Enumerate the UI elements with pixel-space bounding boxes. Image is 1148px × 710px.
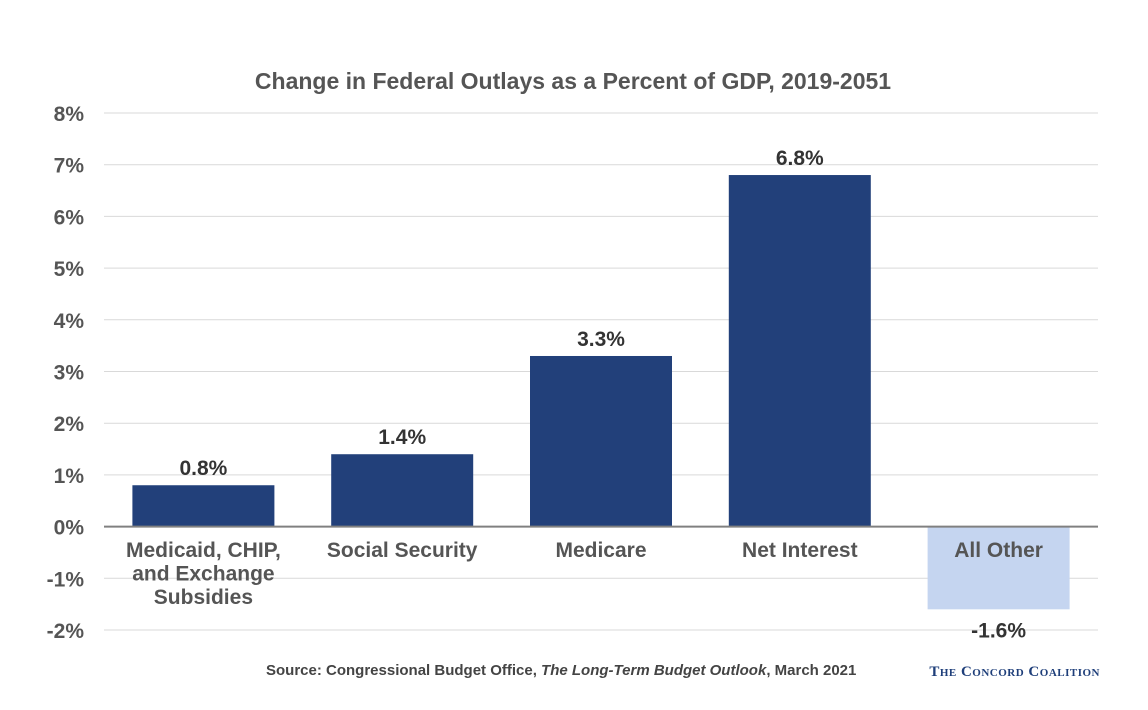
- source-note: Source: Congressional Budget Office, The…: [266, 662, 856, 679]
- y-tick-label: 1%: [54, 465, 85, 488]
- category-label: All Other: [954, 539, 1043, 562]
- bar: [132, 485, 275, 527]
- data-label: 1.4%: [378, 426, 426, 449]
- y-tick-label: 5%: [54, 258, 85, 281]
- data-labels: 0.8% 1.4% 3.3% 6.8% -1.6%: [179, 147, 1026, 642]
- y-tick-label: 0%: [54, 517, 85, 540]
- category-label: and Exchange: [132, 563, 274, 586]
- data-label: -1.6%: [971, 619, 1026, 642]
- y-tick-label: -1%: [47, 568, 85, 591]
- y-tick-label: 6%: [54, 206, 85, 229]
- concord-coalition-logo: The Concord Coalition: [929, 664, 1100, 680]
- y-axis-tick-labels: 8% 7% 6% 5% 4% 3% 2% 1% 0% -1% -2%: [47, 103, 85, 643]
- bar: [331, 454, 474, 527]
- y-tick-label: 3%: [54, 362, 85, 385]
- bar: [530, 355, 672, 527]
- category-label: Medicare: [555, 539, 646, 562]
- data-label: 3.3%: [577, 328, 625, 351]
- category-label: Net Interest: [742, 539, 858, 562]
- y-tick-label: 8%: [54, 103, 85, 126]
- y-tick-label: 4%: [54, 310, 85, 333]
- y-tick-label: 7%: [54, 155, 85, 178]
- bar: [927, 526, 1070, 610]
- y-tick-label: 2%: [54, 413, 85, 436]
- category-label: Medicaid, CHIP,: [126, 539, 281, 562]
- data-label: 6.8%: [776, 147, 824, 170]
- category-label: Social Security: [327, 539, 478, 562]
- chart-title: Change in Federal Outlays as a Percent o…: [255, 68, 891, 94]
- source-title: The Long-Term Budget Outlook: [541, 662, 767, 679]
- y-tick-label: -2%: [47, 620, 85, 643]
- bars: [132, 175, 1070, 610]
- bar: [728, 175, 871, 527]
- category-label: Subsidies: [154, 586, 253, 609]
- source-prefix: Source: Congressional Budget Office,: [266, 662, 542, 679]
- footer: Source: Congressional Budget Office, The…: [0, 662, 1148, 686]
- data-label: 0.8%: [179, 457, 227, 480]
- source-suffix: , March 2021: [766, 662, 857, 679]
